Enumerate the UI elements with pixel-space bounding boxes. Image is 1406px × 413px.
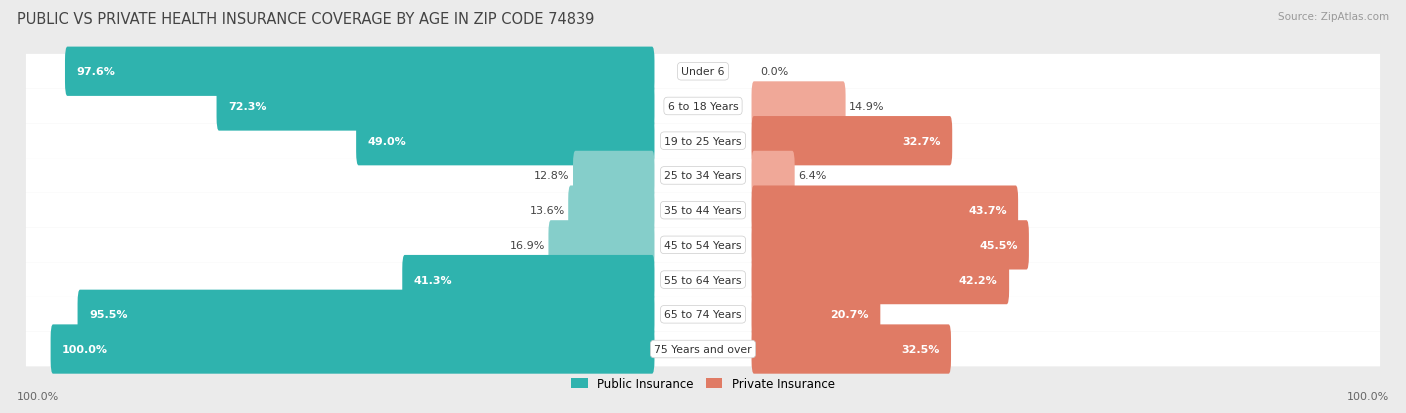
- FancyBboxPatch shape: [752, 221, 1029, 270]
- FancyBboxPatch shape: [752, 186, 1018, 235]
- Text: 45 to 54 Years: 45 to 54 Years: [664, 240, 742, 250]
- Text: Under 6: Under 6: [682, 67, 724, 77]
- FancyBboxPatch shape: [752, 290, 880, 339]
- Text: 41.3%: 41.3%: [413, 275, 453, 285]
- Text: 0.0%: 0.0%: [759, 67, 789, 77]
- Text: 100.0%: 100.0%: [1347, 391, 1389, 401]
- FancyBboxPatch shape: [25, 89, 1381, 124]
- Text: 19 to 25 Years: 19 to 25 Years: [664, 136, 742, 146]
- FancyBboxPatch shape: [217, 82, 654, 131]
- FancyBboxPatch shape: [752, 117, 952, 166]
- Text: 100.0%: 100.0%: [17, 391, 59, 401]
- Text: 49.0%: 49.0%: [367, 136, 406, 146]
- FancyBboxPatch shape: [574, 152, 654, 201]
- FancyBboxPatch shape: [752, 82, 845, 131]
- Text: 20.7%: 20.7%: [831, 310, 869, 320]
- Text: 32.5%: 32.5%: [901, 344, 939, 354]
- Text: 100.0%: 100.0%: [62, 344, 108, 354]
- FancyBboxPatch shape: [25, 263, 1381, 297]
- Text: 25 to 34 Years: 25 to 34 Years: [664, 171, 742, 181]
- Text: 35 to 44 Years: 35 to 44 Years: [664, 206, 742, 216]
- FancyBboxPatch shape: [548, 221, 654, 270]
- FancyBboxPatch shape: [402, 255, 654, 304]
- FancyBboxPatch shape: [65, 47, 654, 97]
- Text: PUBLIC VS PRIVATE HEALTH INSURANCE COVERAGE BY AGE IN ZIP CODE 74839: PUBLIC VS PRIVATE HEALTH INSURANCE COVER…: [17, 12, 595, 27]
- FancyBboxPatch shape: [25, 193, 1381, 228]
- Text: 6.4%: 6.4%: [799, 171, 827, 181]
- FancyBboxPatch shape: [568, 186, 654, 235]
- Text: 16.9%: 16.9%: [509, 240, 546, 250]
- Text: 45.5%: 45.5%: [979, 240, 1018, 250]
- Legend: Public Insurance, Private Insurance: Public Insurance, Private Insurance: [567, 373, 839, 395]
- FancyBboxPatch shape: [25, 124, 1381, 159]
- Text: 95.5%: 95.5%: [89, 310, 128, 320]
- FancyBboxPatch shape: [51, 325, 654, 374]
- FancyBboxPatch shape: [25, 332, 1381, 366]
- Text: 32.7%: 32.7%: [903, 136, 941, 146]
- FancyBboxPatch shape: [25, 159, 1381, 193]
- Text: 72.3%: 72.3%: [228, 102, 266, 112]
- Text: 97.6%: 97.6%: [76, 67, 115, 77]
- Text: 13.6%: 13.6%: [530, 206, 565, 216]
- Text: 75 Years and over: 75 Years and over: [654, 344, 752, 354]
- FancyBboxPatch shape: [752, 152, 794, 201]
- FancyBboxPatch shape: [356, 117, 654, 166]
- Text: 55 to 64 Years: 55 to 64 Years: [664, 275, 742, 285]
- FancyBboxPatch shape: [752, 255, 1010, 304]
- Text: 6 to 18 Years: 6 to 18 Years: [668, 102, 738, 112]
- Text: 65 to 74 Years: 65 to 74 Years: [664, 310, 742, 320]
- FancyBboxPatch shape: [77, 290, 654, 339]
- FancyBboxPatch shape: [25, 228, 1381, 263]
- FancyBboxPatch shape: [752, 325, 950, 374]
- Text: 43.7%: 43.7%: [969, 206, 1007, 216]
- Text: Source: ZipAtlas.com: Source: ZipAtlas.com: [1278, 12, 1389, 22]
- Text: 14.9%: 14.9%: [849, 102, 884, 112]
- FancyBboxPatch shape: [25, 297, 1381, 332]
- Text: 12.8%: 12.8%: [534, 171, 569, 181]
- FancyBboxPatch shape: [25, 55, 1381, 89]
- Text: 42.2%: 42.2%: [959, 275, 998, 285]
